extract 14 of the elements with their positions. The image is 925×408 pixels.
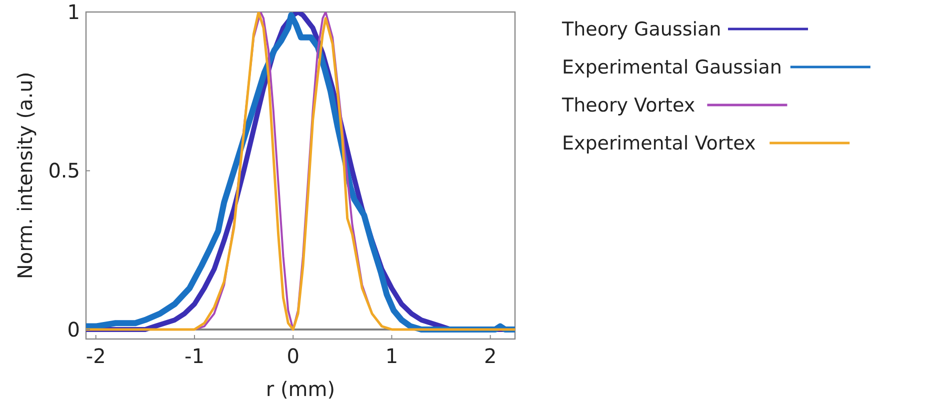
x-axis-title: r (mm) — [266, 377, 336, 401]
legend-label: Experimental Gaussian — [562, 56, 782, 79]
y-tick-label: 1 — [67, 0, 80, 24]
legend-label: Theory Gaussian — [561, 18, 722, 41]
x-tick-label: 2 — [484, 344, 497, 368]
x-tick-label: 0 — [286, 344, 300, 368]
y-tick-label: 0.5 — [48, 158, 80, 183]
legend-label: Experimental Vortex — [562, 132, 756, 155]
y-axis-title: Norm. intensity (a.u) — [13, 72, 37, 280]
x-tick-label: -2 — [86, 344, 106, 368]
y-tick-label: 0 — [67, 317, 80, 342]
x-tick-label: -1 — [184, 344, 204, 368]
legend-label: Theory Vortex — [561, 94, 696, 117]
x-tick-label: 1 — [385, 344, 398, 368]
